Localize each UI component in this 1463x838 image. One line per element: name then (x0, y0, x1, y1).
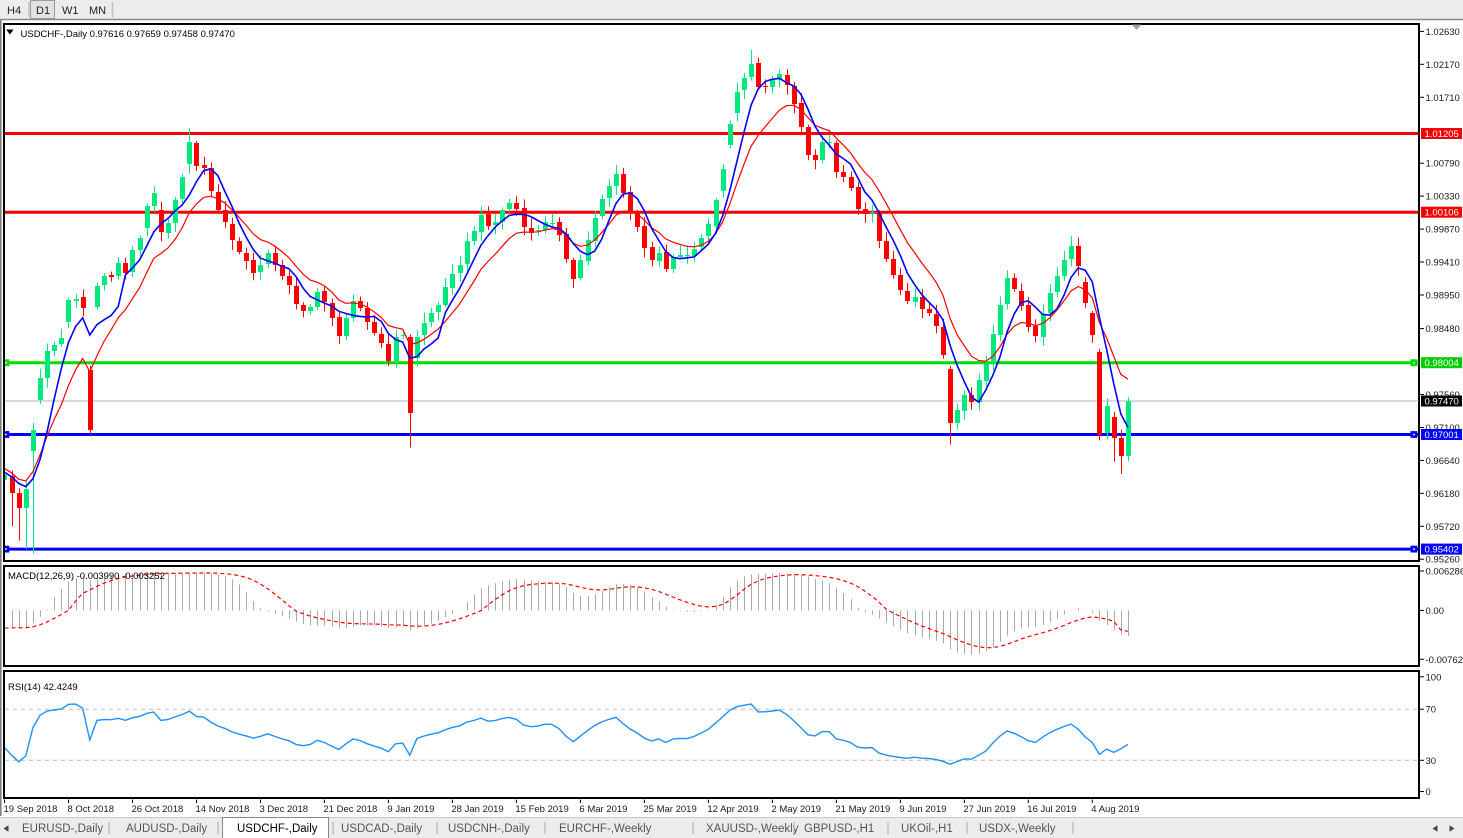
svg-text:0.96180: 0.96180 (1426, 489, 1460, 500)
svg-text:MN: MN (89, 5, 106, 17)
svg-text:0.99410: 0.99410 (1426, 258, 1460, 269)
svg-text:1.02170: 1.02170 (1426, 60, 1460, 71)
svg-text:1.00106: 1.00106 (1425, 208, 1459, 219)
svg-text:XAUUSD-,Weekly: XAUUSD-,Weekly (706, 823, 799, 835)
svg-text:19 Sep 2018: 19 Sep 2018 (4, 804, 58, 815)
svg-text:4 Aug 2019: 4 Aug 2019 (1091, 804, 1139, 815)
svg-text:9 Jan 2019: 9 Jan 2019 (387, 804, 434, 815)
svg-text:25 Mar 2019: 25 Mar 2019 (643, 804, 696, 815)
svg-text:0.98480: 0.98480 (1426, 324, 1460, 335)
svg-text:100: 100 (1426, 672, 1442, 683)
svg-text:0.97001: 0.97001 (1425, 430, 1459, 441)
svg-text:30: 30 (1426, 756, 1437, 767)
svg-text:0.99870: 0.99870 (1426, 225, 1460, 236)
svg-text:9 Jun 2019: 9 Jun 2019 (899, 804, 946, 815)
svg-text:AUDUSD-,Daily: AUDUSD-,Daily (126, 823, 207, 835)
svg-text:MACD(12,26,9) -0.003990 -0.003: MACD(12,26,9) -0.003990 -0.003252 (8, 571, 165, 582)
svg-text:0.98004: 0.98004 (1425, 358, 1459, 369)
svg-text:0.00: 0.00 (1426, 606, 1445, 617)
svg-text:0.95260: 0.95260 (1426, 555, 1460, 566)
svg-text:0.97100: 0.97100 (1426, 423, 1460, 434)
svg-text:3 Dec 2018: 3 Dec 2018 (260, 804, 309, 815)
svg-text:0.98950: 0.98950 (1426, 291, 1460, 302)
svg-text:0.96640: 0.96640 (1426, 456, 1460, 467)
svg-text:D1: D1 (36, 5, 50, 17)
svg-text:EURUSD-,Daily: EURUSD-,Daily (22, 823, 103, 835)
svg-text:21 Dec 2018: 21 Dec 2018 (323, 804, 377, 815)
svg-text:UKOil-,H1: UKOil-,H1 (901, 823, 953, 835)
svg-text:27 Jun 2019: 27 Jun 2019 (963, 804, 1015, 815)
svg-text:16 Jul 2019: 16 Jul 2019 (1027, 804, 1076, 815)
svg-text:0.95720: 0.95720 (1426, 522, 1460, 533)
svg-text:0: 0 (1426, 787, 1431, 798)
svg-text:USDCAD-,Daily: USDCAD-,Daily (341, 823, 422, 835)
svg-text:21 May 2019: 21 May 2019 (835, 804, 890, 815)
svg-text:12 Apr 2019: 12 Apr 2019 (707, 804, 758, 815)
svg-text:EURCHF-,Weekly: EURCHF-,Weekly (559, 823, 652, 835)
svg-text:70: 70 (1426, 705, 1437, 716)
svg-text:2 May 2019: 2 May 2019 (771, 804, 821, 815)
svg-text:RSI(14) 42.4249: RSI(14) 42.4249 (8, 682, 78, 693)
svg-text:1.01205: 1.01205 (1425, 129, 1459, 140)
svg-text:1.01710: 1.01710 (1426, 93, 1460, 104)
svg-text:1.00330: 1.00330 (1426, 192, 1460, 203)
svg-text:USDX-,Weekly: USDX-,Weekly (979, 823, 1056, 835)
svg-text:8 Oct 2018: 8 Oct 2018 (68, 804, 114, 815)
svg-text:-0.00762: -0.00762 (1426, 655, 1463, 666)
svg-text:0.95402: 0.95402 (1425, 545, 1459, 556)
svg-text:26 Oct 2018: 26 Oct 2018 (132, 804, 184, 815)
svg-text:14 Nov 2018: 14 Nov 2018 (196, 804, 250, 815)
svg-text:28 Jan 2019: 28 Jan 2019 (451, 804, 503, 815)
svg-text:H4: H4 (7, 5, 21, 17)
svg-text:USDCNH-,Daily: USDCNH-,Daily (448, 823, 530, 835)
svg-text:1.02630: 1.02630 (1426, 27, 1460, 38)
svg-text:6 Mar 2019: 6 Mar 2019 (579, 804, 627, 815)
svg-text:0.97470: 0.97470 (1425, 397, 1459, 408)
svg-text:USDCHF-,Daily 0.97616 0.97659: USDCHF-,Daily 0.97616 0.97659 0.97458 0.… (21, 29, 235, 40)
svg-text:W1: W1 (62, 5, 79, 17)
svg-text:USDCHF-,Daily: USDCHF-,Daily (237, 823, 318, 835)
svg-text:0.006286: 0.006286 (1426, 567, 1463, 578)
svg-text:GBPUSD-,H1: GBPUSD-,H1 (804, 823, 874, 835)
svg-text:15 Feb 2019: 15 Feb 2019 (515, 804, 568, 815)
svg-text:1.00790: 1.00790 (1426, 159, 1460, 170)
